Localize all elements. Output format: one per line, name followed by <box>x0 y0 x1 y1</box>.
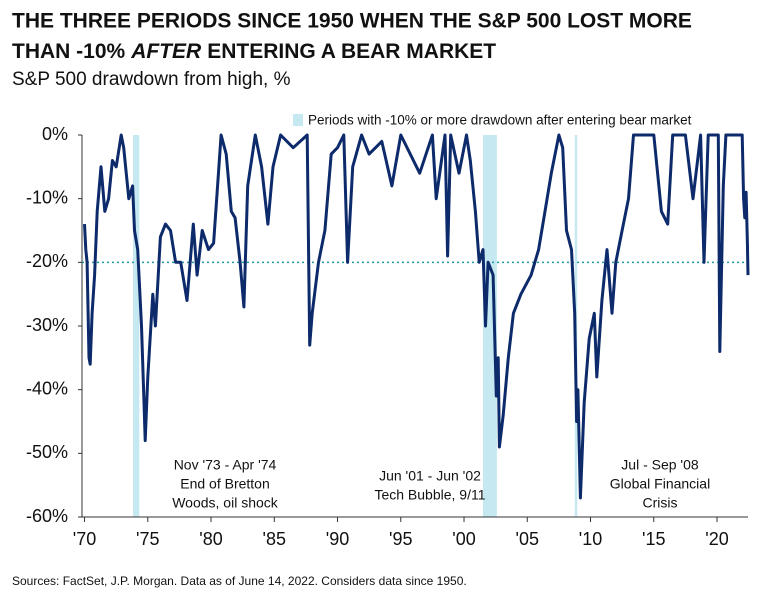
drawdown-line <box>83 133 750 500</box>
x-tick-label: '00 <box>452 529 475 549</box>
x-tick-label: '70 <box>73 529 96 549</box>
chart-title: THE THREE PERIODS SINCE 1950 WHEN THE S&… <box>12 10 692 33</box>
y-tick-label: -40% <box>26 378 68 398</box>
annotation: Global Financial <box>610 476 710 492</box>
y-tick-label: 0% <box>42 124 68 144</box>
annotation: Jun '01 - Jun '02 <box>379 468 481 484</box>
footnote: Sources: FactSet, J.P. Morgan. Data as o… <box>12 574 467 588</box>
chart-title: THAN -10% AFTER ENTERING A BEAR MARKET <box>12 40 496 63</box>
x-tick-label: '05 <box>516 529 539 549</box>
x-tick-label: '20 <box>705 529 728 549</box>
x-tick-label: '10 <box>579 529 602 549</box>
annotation: Crisis <box>643 495 678 511</box>
annotation: Jul - Sep '08 <box>621 457 699 473</box>
x-tick-label: '85 <box>263 529 286 549</box>
annotation: End of Bretton <box>180 476 270 492</box>
annotation: Woods, oil shock <box>172 495 279 511</box>
legend-swatch <box>293 114 303 126</box>
y-tick-label: -50% <box>26 442 68 462</box>
x-tick-label: '95 <box>389 529 412 549</box>
title-part: ENTERING A BEAR MARKET <box>207 40 496 63</box>
y-tick-label: -30% <box>26 315 68 335</box>
legend-label: Periods with -10% or more drawdown after… <box>308 113 692 128</box>
shaded-period <box>482 135 497 517</box>
y-tick-label: -60% <box>26 506 68 526</box>
y-tick-label: -20% <box>26 251 68 271</box>
chart-subtitle: S&P 500 drawdown from high, % <box>12 69 291 90</box>
x-tick-label: '75 <box>136 529 159 549</box>
title-part: THAN -10% <box>12 40 126 63</box>
x-tick-label: '15 <box>642 529 665 549</box>
annotation: Nov '73 - Apr '74 <box>174 457 277 473</box>
title-part: AFTER <box>130 40 202 63</box>
x-tick-label: '80 <box>199 529 222 549</box>
shaded-period <box>132 135 140 517</box>
y-tick-label: -10% <box>26 187 68 207</box>
annotation: Tech Bubble, 9/11 <box>374 487 485 503</box>
x-tick-label: '90 <box>326 529 349 549</box>
